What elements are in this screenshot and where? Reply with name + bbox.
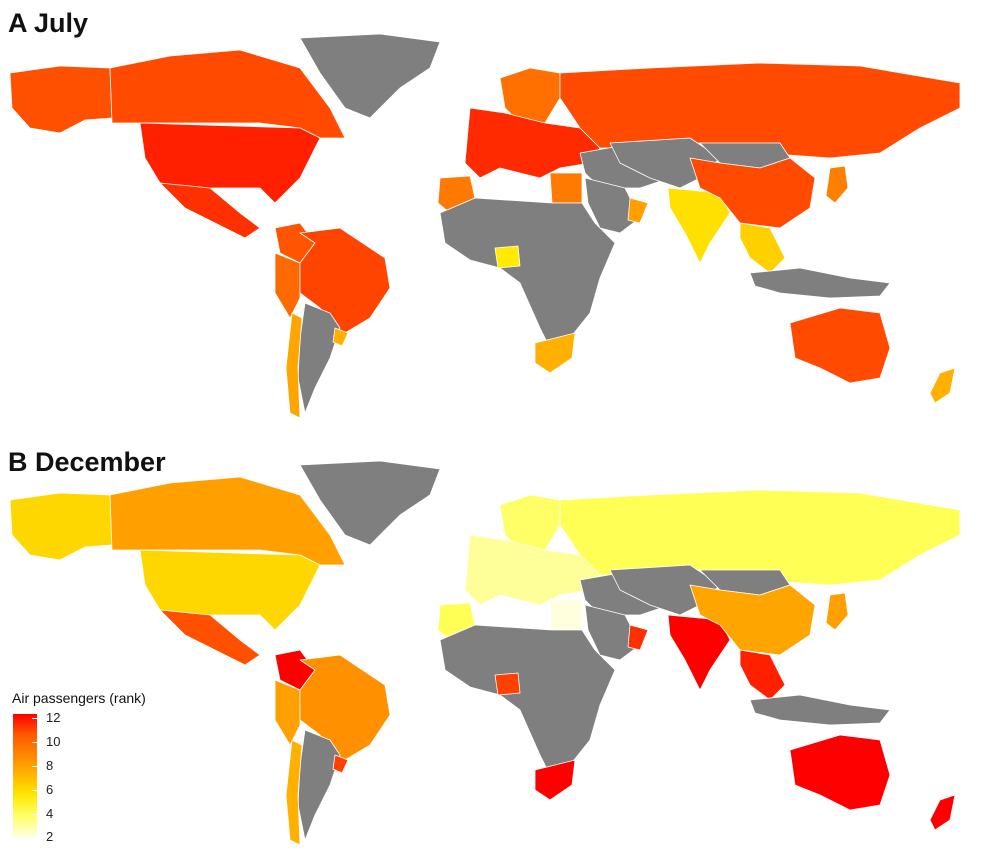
legend-tick-label: 2	[46, 829, 54, 844]
legend: Air passengers (rank) 12 10 8 6 4 2	[10, 690, 200, 855]
legend-title: Air passengers (rank)	[12, 690, 146, 706]
july-region-scandinavia	[499, 67, 561, 124]
panel-a-title: A July	[8, 8, 89, 38]
july-region-se-asia	[739, 222, 786, 274]
december-region-china	[689, 584, 816, 656]
july-region-nigeria	[494, 245, 521, 269]
july-region-uruguay	[332, 327, 349, 347]
legend-tick-label: 4	[46, 806, 54, 821]
december-region-south-africa	[534, 759, 576, 801]
december-region-alaska	[9, 492, 113, 561]
december-region-uruguay	[332, 754, 349, 774]
december-region-se-asia	[739, 649, 786, 701]
december-region-europe	[464, 534, 601, 606]
panel-b-title: B December	[8, 447, 166, 477]
july-region-europe	[464, 107, 601, 179]
july-region-africa	[439, 197, 616, 349]
december-region-usa	[139, 549, 321, 631]
december-region-scandinavia	[499, 494, 561, 551]
july-region-chile	[285, 312, 303, 419]
december-region-central-asia	[609, 564, 721, 616]
december-region-greenland	[299, 460, 441, 546]
july-region-japan	[825, 165, 849, 204]
december-region-new-zealand	[929, 794, 956, 831]
december-region-peru	[274, 679, 301, 746]
december-region-japan	[825, 592, 849, 631]
july-region-central-asia	[609, 137, 721, 189]
december-region-argentina	[297, 729, 341, 841]
july-region-peru	[274, 252, 301, 319]
legend-tick-label: 12	[46, 710, 61, 725]
legend-tick-label: 10	[46, 734, 61, 749]
december-region-indonesia	[749, 694, 891, 726]
legend-tickmark	[32, 766, 37, 767]
december-region-australia	[789, 734, 891, 811]
july-region-mexico	[159, 182, 261, 239]
july-region-usa	[139, 122, 321, 204]
july-region-russia	[559, 62, 961, 159]
december-region-mexico	[159, 609, 261, 666]
legend-tickmark	[32, 814, 37, 815]
december-region-arabia	[584, 604, 641, 661]
july-region-indonesia	[749, 267, 891, 299]
july-region-argentina	[297, 302, 341, 414]
december-region-chile	[285, 739, 303, 846]
december-region-egypt	[549, 599, 583, 631]
december-region-nigeria	[494, 672, 521, 696]
july-region-new-zealand	[929, 367, 956, 404]
july-region-egypt	[549, 172, 583, 204]
july-region-greenland	[299, 33, 441, 119]
july-region-south-africa	[534, 332, 576, 374]
map-july	[9, 33, 961, 419]
july-region-alaska	[9, 65, 113, 134]
legend-tickmark	[32, 790, 37, 791]
legend-tick-label: 8	[46, 758, 54, 773]
map-december	[9, 460, 961, 846]
legend-tickmark	[32, 718, 37, 719]
december-region-russia	[559, 489, 961, 586]
july-region-oman	[627, 197, 649, 224]
july-region-arabia	[584, 177, 641, 234]
july-region-australia	[789, 307, 891, 384]
legend-tickmark	[32, 742, 37, 743]
legend-tickmark	[32, 836, 37, 837]
december-region-africa	[439, 624, 616, 776]
legend-color-bar	[13, 714, 37, 838]
december-region-oman	[627, 624, 649, 651]
legend-tick-label: 6	[46, 782, 54, 797]
july-region-china	[689, 157, 816, 229]
